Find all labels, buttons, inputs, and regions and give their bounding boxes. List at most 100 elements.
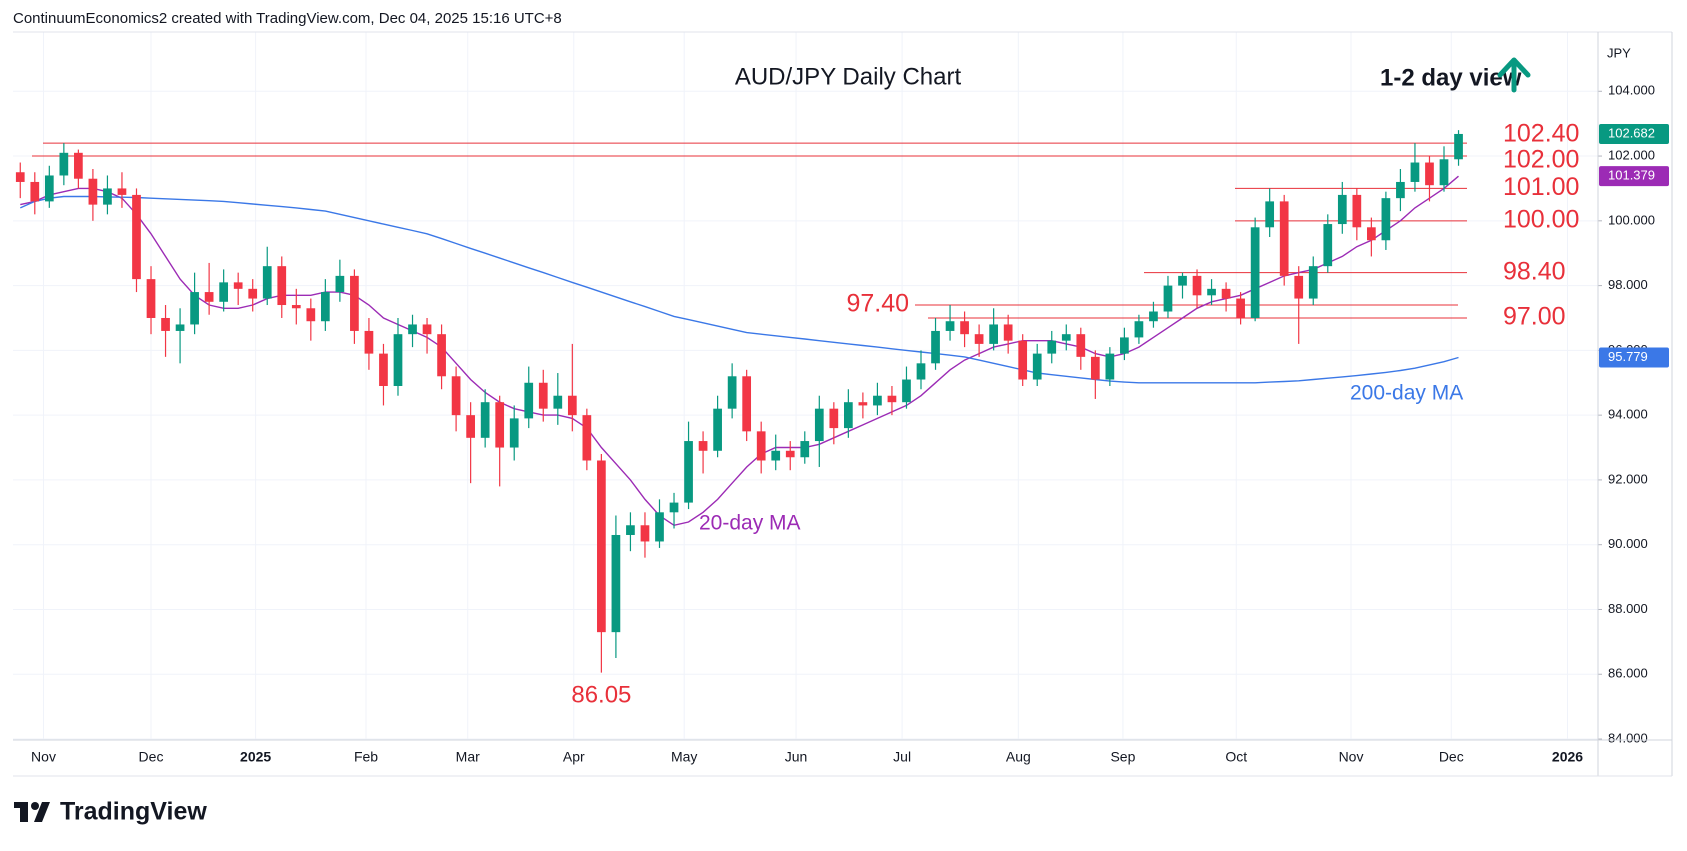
candle-body [495,402,505,448]
candle-body [1134,321,1144,338]
candle-body [1047,340,1057,354]
price-badge [1599,166,1669,187]
candle-body [233,282,243,289]
price-badge-label: 95.779 [1608,349,1648,364]
x-tick-label: Jul [893,749,911,765]
candle-body [306,308,316,322]
candle-body [146,279,156,318]
candle-body [277,266,287,306]
level-label: 98.40 [1503,257,1566,285]
candle-body [1367,227,1376,241]
y-tick-label: 100.000 [1608,212,1655,227]
candle-body [742,376,752,432]
candle-body [408,324,417,335]
candle-body [582,415,592,461]
price-badge [1599,347,1669,368]
candle-body [480,402,490,438]
candle-body [1294,275,1304,299]
y-tick-label: 104.000 [1608,83,1655,98]
candle-body [640,525,650,542]
candle-body [1192,275,1202,296]
candle-body [1381,198,1391,241]
chart-title: AUD/JPY Daily Chart [735,63,962,90]
ma-label: 200-day MA [1350,382,1463,405]
candle-body [873,395,882,406]
x-tick-label: Jun [785,749,808,765]
candle-body [974,334,984,344]
level-label: 101.00 [1503,173,1579,201]
level-label: 97.40 [846,290,909,318]
candle-body [74,152,83,179]
ma-line [20,195,1459,384]
candle-body [1439,159,1449,186]
candle-body [1018,340,1028,380]
candle-body [1337,194,1347,225]
y-tick-label: 92.000 [1608,471,1648,486]
candle-body [800,441,810,458]
candle-body [393,334,403,386]
level-label: 102.00 [1503,146,1579,174]
candle-body [422,324,432,335]
candle-body [320,292,330,322]
candle-body [291,305,301,309]
candle-body [379,353,388,386]
y-tick-label: 98.000 [1608,277,1648,292]
candle-body [829,408,839,429]
x-tick-label: Aug [1006,749,1031,765]
candle-body [960,321,969,335]
candle-body [1250,227,1260,318]
candle-body [1061,334,1071,341]
candle-body [190,292,199,325]
low-label: 86.05 [571,681,631,708]
y-tick-label: 88.000 [1608,601,1648,616]
candle-body [1090,356,1100,380]
candle-body [887,395,897,403]
candle-body [204,292,214,302]
candle-body [44,175,54,202]
level-label: 97.00 [1503,303,1566,331]
candle-body [132,194,141,280]
price-badge-label: 102.682 [1608,125,1655,140]
candle-body [1265,201,1275,228]
candle-body [553,395,563,409]
candle-body [756,431,766,461]
candle-body [509,418,519,448]
ma-label: 20-day MA [699,512,801,535]
x-tick-label: Dec [1439,749,1464,765]
candle-body [1352,194,1362,228]
candle-body [524,382,534,419]
x-tick-label: May [671,749,697,765]
candle-body [219,282,229,302]
candle-body [931,330,940,364]
candle-body [655,512,664,542]
candle-body [1207,288,1216,296]
candle-body [771,450,781,461]
currency: JPY [1607,45,1631,60]
candle-body [59,152,69,176]
candle-body [175,324,185,331]
level-label: 100.00 [1503,205,1579,233]
y-tick-label: 94.000 [1608,407,1648,422]
candle-body [669,502,679,513]
x-tick-label: Apr [563,749,585,765]
candle-body [466,415,475,438]
x-tick-label: Oct [1225,749,1247,765]
candle-body [437,334,446,377]
candle-body [451,376,461,416]
marks [15,130,1463,673]
candle-body [350,275,359,331]
price-badge-label: 101.379 [1608,168,1655,183]
candle-body [248,288,258,299]
candle-body [727,376,737,409]
candle-body [161,317,170,331]
candle-body [1396,181,1405,199]
candle-body [597,460,606,633]
x-tick-label: 2026 [1552,749,1583,765]
candle-body [1105,353,1115,380]
candle-body [713,408,722,451]
x-tick-label: Nov [31,749,56,765]
candle-body [1120,337,1129,354]
